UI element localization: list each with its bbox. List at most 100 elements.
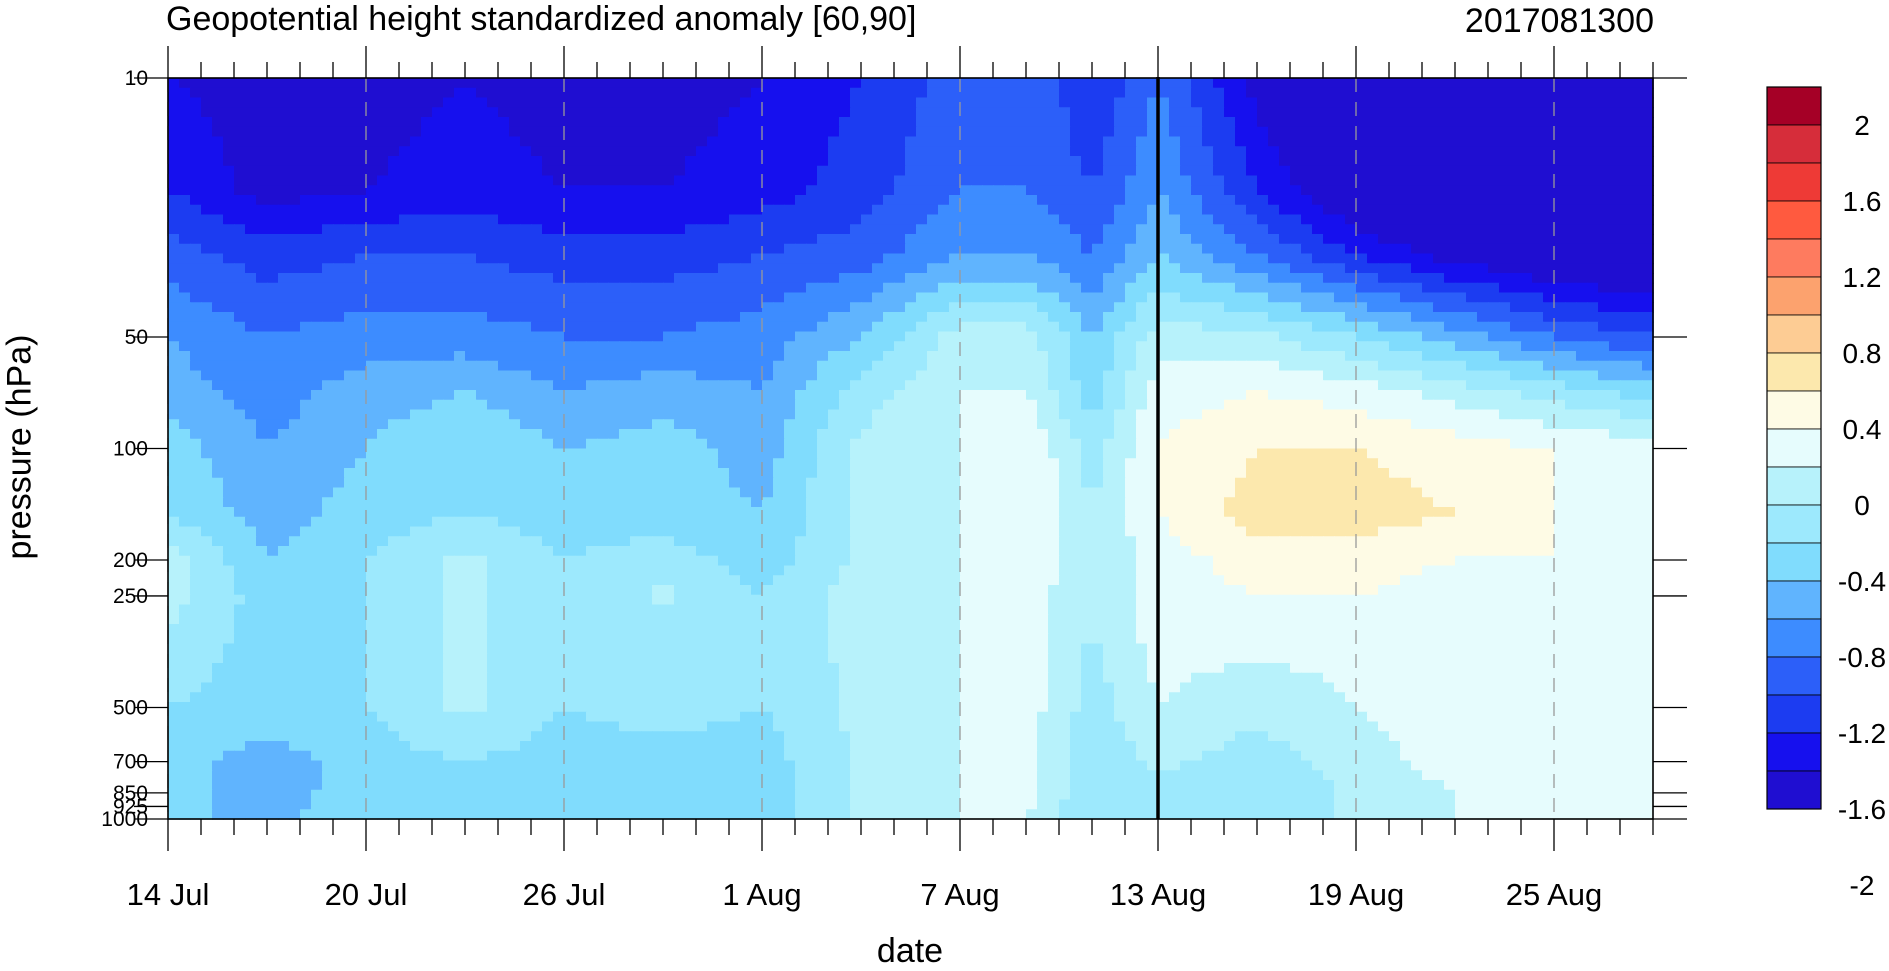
anomaly-cell xyxy=(190,312,202,323)
anomaly-cell xyxy=(1081,126,1093,138)
anomaly-cell xyxy=(1356,195,1368,206)
anomaly-cell xyxy=(443,429,455,440)
anomaly-cell xyxy=(1455,429,1467,440)
anomaly-cell xyxy=(1378,175,1390,187)
anomaly-cell xyxy=(729,331,741,343)
anomaly-cell xyxy=(322,195,334,206)
anomaly-cell xyxy=(762,224,774,235)
anomaly-cell xyxy=(1048,224,1060,235)
anomaly-cell xyxy=(707,165,719,177)
anomaly-cell xyxy=(399,243,411,255)
anomaly-cell xyxy=(1356,224,1368,235)
anomaly-cell xyxy=(1136,253,1148,265)
anomaly-cell xyxy=(179,204,191,216)
anomaly-cell xyxy=(531,429,543,440)
anomaly-cell xyxy=(432,312,444,323)
anomaly-cell xyxy=(663,302,675,313)
anomaly-cell xyxy=(256,146,268,157)
anomaly-cell xyxy=(1367,126,1379,138)
anomaly-cell xyxy=(1323,292,1335,304)
anomaly-cell xyxy=(278,253,290,265)
anomaly-cell xyxy=(949,312,961,323)
anomaly-cell xyxy=(1400,380,1412,391)
anomaly-cell xyxy=(1268,78,1280,89)
anomaly-cell xyxy=(289,253,301,265)
anomaly-cell xyxy=(1202,97,1214,109)
anomaly-cell xyxy=(1334,292,1346,304)
anomaly-cell xyxy=(1213,195,1225,206)
anomaly-cell xyxy=(322,175,334,187)
anomaly-cell xyxy=(1312,195,1324,206)
anomaly-cell xyxy=(1532,360,1544,372)
anomaly-cell xyxy=(366,78,378,89)
anomaly-cell xyxy=(1499,331,1511,343)
anomaly-cell xyxy=(608,165,620,177)
plot-area xyxy=(167,77,1654,820)
anomaly-cell xyxy=(685,292,697,304)
anomaly-cell xyxy=(1268,282,1280,294)
anomaly-cell xyxy=(1598,224,1610,235)
anomaly-cell xyxy=(630,292,642,304)
anomaly-cell xyxy=(949,351,961,362)
anomaly-cell xyxy=(1257,321,1269,333)
anomaly-cell xyxy=(1378,331,1390,343)
anomaly-cell xyxy=(1169,312,1181,323)
anomaly-cell xyxy=(1323,321,1335,333)
anomaly-cell xyxy=(1081,409,1093,421)
anomaly-cell xyxy=(1587,331,1599,343)
anomaly-cell xyxy=(300,234,312,245)
anomaly-cell xyxy=(1521,214,1533,226)
anomaly-cell xyxy=(718,292,730,304)
anomaly-cell xyxy=(795,390,807,401)
anomaly-cell xyxy=(168,331,180,343)
anomaly-cell xyxy=(1158,78,1170,89)
anomaly-cell xyxy=(212,429,224,440)
anomaly-cell xyxy=(1059,302,1071,313)
anomaly-cell xyxy=(1092,165,1104,177)
anomaly-cell xyxy=(278,331,290,343)
anomaly-cell xyxy=(1070,253,1082,265)
anomaly-cell xyxy=(1114,360,1126,372)
anomaly-cell xyxy=(366,126,378,138)
anomaly-cell xyxy=(542,312,554,323)
anomaly-cell xyxy=(1378,234,1390,245)
anomaly-cell xyxy=(289,185,301,196)
anomaly-cell xyxy=(1301,117,1313,128)
anomaly-cell xyxy=(1466,195,1478,206)
anomaly-cell xyxy=(1389,243,1401,255)
anomaly-cell xyxy=(443,390,455,401)
anomaly-cell xyxy=(1246,321,1258,333)
anomaly-cell xyxy=(718,243,730,255)
anomaly-cell xyxy=(366,165,378,177)
anomaly-cell xyxy=(894,419,906,430)
anomaly-cell xyxy=(916,234,928,245)
anomaly-cell xyxy=(344,351,356,362)
anomaly-cell xyxy=(168,214,180,226)
anomaly-cell xyxy=(201,87,213,99)
anomaly-cell xyxy=(443,409,455,421)
anomaly-cell xyxy=(1576,175,1588,187)
anomaly-cell xyxy=(1015,156,1027,167)
anomaly-cell xyxy=(1037,224,1049,235)
anomaly-cell xyxy=(586,204,598,216)
anomaly-cell xyxy=(377,312,389,323)
anomaly-cell xyxy=(641,351,653,362)
anomaly-cell xyxy=(498,234,510,245)
anomaly-cell xyxy=(828,126,840,138)
anomaly-cell xyxy=(245,175,257,187)
anomaly-cell xyxy=(333,253,345,265)
anomaly-cell xyxy=(1543,224,1555,235)
anomaly-cell xyxy=(960,370,972,382)
anomaly-cell xyxy=(828,214,840,226)
anomaly-cell xyxy=(278,107,290,118)
anomaly-cell xyxy=(399,185,411,196)
anomaly-cell xyxy=(223,341,235,352)
anomaly-cell xyxy=(1444,175,1456,187)
anomaly-cell xyxy=(201,360,213,372)
anomaly-cell xyxy=(388,126,400,138)
anomaly-cell xyxy=(267,331,279,343)
anomaly-cell xyxy=(1026,399,1038,411)
anomaly-cell xyxy=(872,204,884,216)
anomaly-cell xyxy=(179,360,191,372)
anomaly-cell xyxy=(1477,175,1489,187)
